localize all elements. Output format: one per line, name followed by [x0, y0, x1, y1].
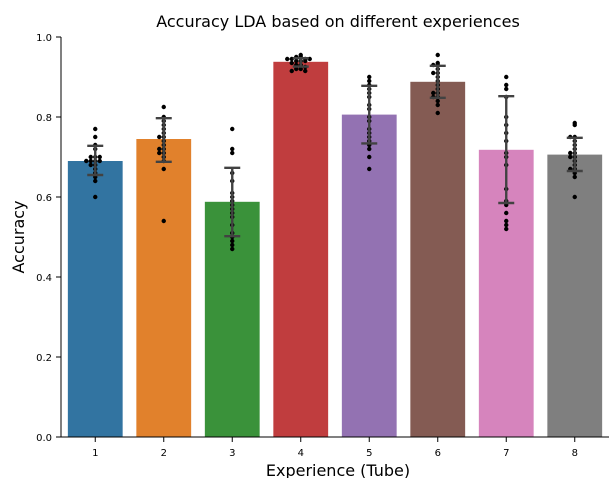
data-point-4-9	[294, 58, 299, 64]
y-tick-label: 1.0	[36, 33, 52, 44]
data-point-1-13	[88, 162, 93, 168]
data-point-7-17	[504, 222, 509, 228]
data-point-1-6	[88, 154, 93, 160]
y-tick-label: 0.8	[36, 113, 52, 124]
y-tick-label: 0.6	[36, 193, 52, 204]
data-point-6-7	[431, 70, 436, 76]
data-point-4-17	[303, 68, 308, 74]
x-tick-label: 7	[503, 448, 509, 459]
data-point-7-1	[504, 74, 509, 80]
data-point-5-18	[367, 166, 372, 172]
bar-2	[136, 139, 192, 437]
data-point-3-2	[230, 146, 235, 152]
data-point-4-7	[285, 56, 290, 62]
data-point-7-15	[504, 210, 509, 216]
x-axis-label: Experience (Tube)	[266, 461, 410, 478]
x-axis: 1 2 3 4 5 6 7 8	[61, 436, 609, 459]
bar-4	[273, 61, 329, 438]
data-point-8-17	[572, 174, 577, 180]
data-point-2-14	[157, 150, 162, 156]
y-tick-label: 0.4	[36, 273, 52, 284]
data-point-3-3	[230, 150, 235, 156]
bars	[67, 61, 603, 438]
data-point-1-17	[93, 178, 98, 184]
x-tick-label: 3	[229, 448, 235, 459]
y-tick-label: 0.2	[36, 353, 52, 364]
error-bars	[87, 57, 583, 238]
data-point-6-17	[435, 102, 440, 108]
data-point-6-16	[435, 98, 440, 104]
y-axis: 0.0 0.2 0.4 0.6 0.8 1.0	[36, 33, 62, 444]
data-point-5-17	[367, 154, 372, 160]
data-point-1-2	[93, 134, 98, 140]
data-point-8-18	[572, 194, 577, 200]
data-point-5-1	[367, 74, 372, 80]
data-point-5-2	[367, 78, 372, 84]
data-point-1-10	[97, 158, 102, 164]
data-point-2-12	[157, 146, 162, 152]
chart-title: Accuracy LDA based on different experien…	[156, 12, 520, 31]
data-point-1-1	[93, 126, 98, 132]
data-point-5-16	[367, 146, 372, 152]
data-point-3-1	[230, 126, 235, 132]
x-tick-label: 2	[161, 448, 167, 459]
data-point-4-18	[289, 68, 294, 74]
x-tick-label: 6	[435, 448, 441, 459]
data-point-2-1	[161, 104, 166, 110]
data-point-1-18	[93, 194, 98, 200]
data-point-4-15	[298, 66, 303, 72]
data-point-1-7	[97, 154, 102, 160]
data-point-6-13	[431, 90, 436, 96]
data-point-3-16	[230, 238, 235, 244]
data-point-8-2	[572, 122, 577, 128]
data-point-7-16	[504, 218, 509, 224]
data-point-2-17	[161, 166, 166, 172]
data-point-1-9	[88, 158, 93, 164]
y-tick-label: 0.0	[36, 433, 52, 444]
data-point-4-16	[294, 66, 299, 72]
data-point-7-3	[504, 86, 509, 92]
bar-5	[341, 114, 397, 437]
data-point-4-11	[289, 60, 294, 66]
x-tick-label: 4	[298, 448, 304, 459]
bar-6	[410, 81, 466, 438]
data-point-4-10	[303, 58, 308, 64]
x-tick-label: 1	[92, 448, 98, 459]
data-point-6-18	[435, 110, 440, 116]
x-tick-label: 8	[572, 448, 578, 459]
y-axis-label: Accuracy	[9, 200, 28, 273]
data-point-8-9	[568, 150, 573, 156]
bar-1	[67, 161, 123, 437]
data-point-7-18	[504, 226, 509, 232]
data-point-3-18	[230, 246, 235, 252]
data-point-8-11	[568, 154, 573, 160]
data-point-3-17	[230, 242, 235, 248]
data-point-2-8	[157, 134, 162, 140]
bar-8	[547, 154, 603, 437]
data-point-2-18	[161, 218, 166, 224]
data-point-6-1	[435, 52, 440, 58]
data-point-1-11	[84, 158, 89, 164]
x-tick-label: 5	[366, 448, 372, 459]
data-point-7-2	[504, 82, 509, 88]
